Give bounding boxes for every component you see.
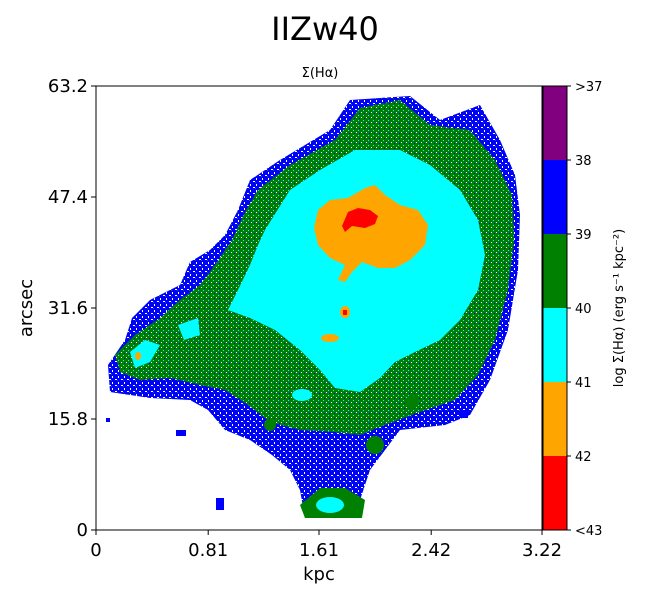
cyan-halo: [130, 150, 485, 513]
orange-core: [135, 185, 428, 360]
figure-title: IIZw40: [271, 10, 379, 48]
x-axis-label: kpc: [303, 564, 335, 585]
colorbar-segment: [543, 308, 567, 382]
colorbar-segment: [543, 234, 567, 308]
plot-title: Σ(Hα): [302, 66, 339, 81]
x-tick-label: 1.61: [299, 540, 339, 561]
colorbar-tick-label: 42: [575, 450, 592, 465]
y-axis-label: arcsec: [16, 279, 37, 337]
y-tick-label: 31.6: [48, 298, 88, 319]
colorbar-label: log Σ(Hα) (erg s⁻¹ kpc⁻²): [612, 229, 627, 387]
x-axis: 0 0.81 1.61 2.42 3.22: [90, 530, 562, 561]
heatmap-image: [96, 86, 542, 530]
y-tick-label: 63.2: [48, 76, 88, 97]
x-tick-label: 2.42: [411, 540, 451, 561]
y-axis: 0 15.8 31.6 47.4 63.2: [48, 76, 96, 541]
colorbar-tick-label: >37: [575, 80, 602, 95]
colorbar-tick-label: 41: [575, 376, 592, 391]
y-tick-label: 47.4: [48, 187, 88, 208]
x-tick-label: 0.81: [188, 540, 228, 561]
x-tick-label: 3.22: [522, 540, 562, 561]
colorbar-segment: [543, 160, 567, 234]
colorbar-tick-label: <43: [575, 524, 602, 539]
y-tick-label: 15.8: [48, 409, 88, 430]
y-tick-label: 0: [77, 520, 88, 541]
red-peak: [342, 208, 378, 315]
colorbar-segment: [543, 456, 567, 530]
colorbar-tick-label: 38: [575, 154, 592, 169]
colorbar-tick-label: 40: [575, 302, 592, 317]
colorbar: <43 42 41 40 39 38 >37: [542, 80, 602, 539]
colorbar-tick-label: 39: [575, 228, 592, 243]
colorbar-segment: [543, 382, 567, 456]
x-tick-label: 0: [90, 540, 101, 561]
colorbar-segment: [543, 86, 567, 160]
